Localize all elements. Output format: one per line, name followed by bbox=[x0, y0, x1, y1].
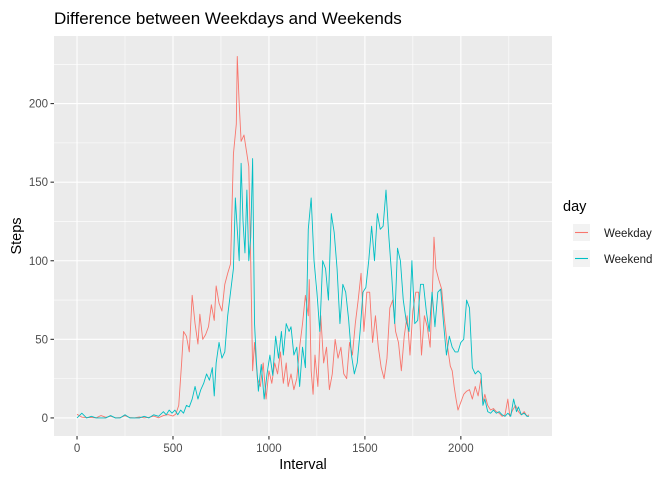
x-tick-label: 0 bbox=[74, 443, 80, 455]
x-tick-label: 2000 bbox=[448, 443, 474, 455]
y-tick-label: 0 bbox=[42, 413, 48, 425]
legend-label-weekday: Weekday bbox=[604, 228, 652, 240]
series-line-weekend bbox=[76, 158, 529, 419]
chart-title: Difference between Weekdays and Weekends bbox=[54, 9, 402, 28]
y-axis-ticks: 0 50 100 150 200 bbox=[29, 99, 54, 425]
y-tick-label: 50 bbox=[35, 334, 48, 346]
x-tick-label: 500 bbox=[163, 443, 182, 455]
y-tick-label: 150 bbox=[29, 177, 48, 189]
series-lines bbox=[76, 55, 530, 419]
x-tick-label: 1500 bbox=[352, 443, 378, 455]
legend-title: day bbox=[563, 199, 587, 215]
x-axis-label: Interval bbox=[279, 457, 327, 473]
y-tick-label: 200 bbox=[29, 99, 48, 111]
legend: day Weekday Weekend bbox=[563, 199, 652, 267]
grid-minor bbox=[54, 36, 552, 436]
y-tick-label: 100 bbox=[29, 256, 48, 268]
x-tick-label: 1000 bbox=[256, 443, 282, 455]
series-line-weekday bbox=[76, 55, 530, 419]
x-axis-ticks: 0 500 1000 1500 2000 bbox=[74, 436, 474, 455]
plot-panel bbox=[54, 36, 552, 436]
legend-label-weekend: Weekend bbox=[604, 254, 652, 266]
y-axis-label: Steps bbox=[9, 217, 25, 254]
grid-major bbox=[54, 36, 552, 436]
